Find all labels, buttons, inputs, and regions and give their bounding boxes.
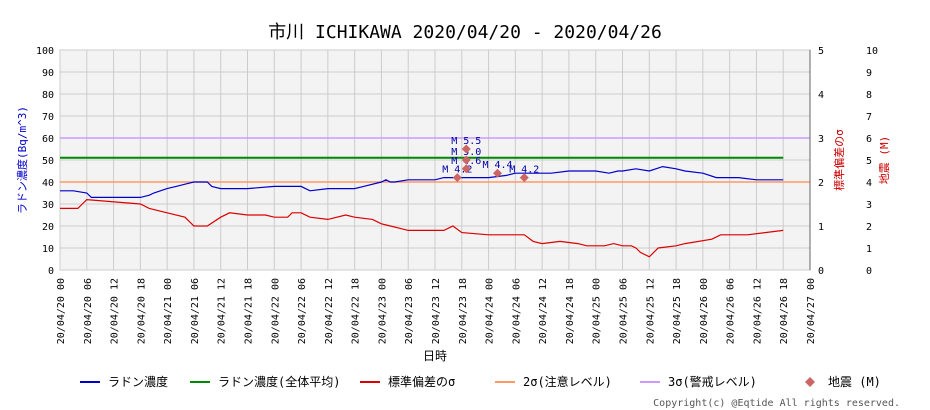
earthquake-marker (452, 173, 462, 183)
earthquake-layer: M 4.2M 4.6M 5.0M 5.5M 4.4M 4.2 (442, 136, 539, 183)
x-tick-label: 20/04/27 00 (806, 278, 817, 344)
x-tick-label: 20/04/21 18 (244, 278, 255, 344)
legend-label: 3σ(警戒レベル) (668, 374, 757, 389)
y-tick-left: 40 (42, 178, 54, 189)
x-tick-label: 20/04/25 00 (592, 278, 603, 344)
x-tick-label: 20/04/23 00 (377, 278, 388, 344)
legend-swatch (805, 377, 815, 387)
earthquake-marker (519, 173, 529, 183)
y-tick-magnitude: 10 (866, 46, 878, 57)
y-tick-sigma: 5 (818, 46, 824, 57)
x-tick-label: 20/04/20 00 (56, 278, 67, 344)
y-tick-sigma: 4 (818, 90, 824, 101)
y-tick-left: 70 (42, 112, 54, 123)
legend-label: ラドン濃度(全体平均) (218, 374, 340, 389)
copyright-text: Copyright(c) @Eqtide All rights reserved… (653, 398, 900, 409)
x-tick-label: 20/04/20 06 (83, 278, 94, 344)
y-tick-magnitude: 7 (866, 112, 872, 123)
y-tick-left: 100 (36, 46, 54, 57)
y-tick-sigma: 3 (818, 134, 824, 145)
x-axis-label: 日時 (423, 349, 447, 363)
y-tick-magnitude: 2 (866, 222, 872, 233)
left-axis-ticks: 0 10 20 30 40 50 60 70 80 90 100 (36, 46, 54, 277)
x-tick-label: 20/04/24 06 (511, 278, 522, 344)
earthquake-marker (493, 168, 502, 178)
earthquake-label: M 4.2 (442, 165, 472, 176)
earthquake-label: M 4.4 (482, 160, 512, 171)
x-tick-label: 20/04/23 06 (404, 278, 415, 344)
x-tick-label: 20/04/23 12 (431, 278, 442, 344)
x-tick-label: 20/04/22 18 (351, 278, 362, 344)
legend: ラドン濃度 ラドン濃度(全体平均) 標準偏差のσ 2σ(注意レベル) 3σ(警戒レベル)… (80, 374, 881, 389)
legend-label: 2σ(注意レベル) (523, 374, 612, 389)
x-tick-label: 20/04/21 12 (217, 278, 228, 344)
y-tick-magnitude: 4 (866, 178, 872, 189)
right-axis-magnitude-ticks: 0 1 2 3 4 5 6 7 8 9 10 (866, 46, 878, 277)
x-tick-label: 20/04/21 06 (190, 278, 201, 344)
x-tick-label: 20/04/22 12 (324, 278, 335, 344)
x-tick-label: 20/04/26 18 (779, 278, 790, 344)
x-tick-label: 20/04/24 12 (538, 278, 549, 344)
earthquake-marker (461, 144, 471, 154)
y-tick-magnitude: 0 (866, 266, 872, 277)
x-tick-label: 20/04/22 06 (297, 278, 308, 344)
earthquake-marker (461, 164, 471, 174)
x-tick-label: 20/04/23 18 (458, 278, 469, 344)
y-tick-sigma: 0 (818, 266, 824, 277)
y-tick-magnitude: 5 (866, 156, 872, 167)
legend-label: ラドン濃度 (108, 374, 168, 389)
y-tick-sigma: 2 (818, 178, 824, 189)
series-layer (60, 156, 784, 258)
earthquake-label: M 5.5 (451, 136, 481, 147)
y-tick-magnitude: 1 (866, 244, 872, 255)
y-tick-magnitude: 9 (866, 68, 872, 79)
x-tick-label: 20/04/21 00 (163, 278, 174, 344)
x-tick-label: 20/04/25 06 (619, 278, 630, 344)
y-tick-left: 0 (48, 266, 54, 277)
x-tick-label: 20/04/22 00 (270, 278, 281, 344)
x-tick-label: 20/04/24 18 (565, 278, 576, 344)
x-axis-ticks: 20/04/20 00 20/04/20 06 20/04/20 12 20/04/2… (56, 278, 817, 344)
y-tick-left: 80 (42, 90, 54, 101)
right-axis-sigma-ticks: 0 1 2 3 4 5 (809, 46, 824, 277)
chart-title: 市川 ICHIKAWA 2020/04/20 - 2020/04/26 (268, 22, 662, 43)
x-tick-label: 20/04/26 12 (752, 278, 763, 344)
y-tick-left: 60 (42, 134, 54, 145)
series-line (60, 165, 784, 198)
reference-lines (60, 137, 810, 183)
y-tick-magnitude: 8 (866, 90, 872, 101)
y-axis-label-left: ラドン濃度(Bq/m^3) (15, 106, 29, 214)
legend-label: 標準偏差のσ (388, 374, 455, 389)
earthquake-label: M 4.2 (509, 165, 539, 176)
x-tick-label: 20/04/26 06 (726, 278, 737, 344)
y-tick-magnitude: 3 (866, 200, 872, 211)
y-tick-left: 10 (42, 244, 54, 255)
y-tick-left: 30 (42, 200, 54, 211)
y-tick-left: 20 (42, 222, 54, 233)
legend-label: 地震 (M) (828, 375, 881, 389)
y-tick-magnitude: 6 (866, 134, 872, 145)
series-line (60, 198, 784, 258)
x-tick-label: 20/04/25 12 (645, 278, 656, 344)
y-tick-left: 50 (42, 156, 54, 167)
x-tick-label: 20/04/20 18 (136, 278, 147, 344)
y-axis-label-magnitude: 地震 (M) (878, 136, 891, 185)
x-tick-label: 20/04/25 18 (672, 278, 683, 344)
y-axis-label-sigma: 標準偏差のσ (832, 129, 846, 191)
x-tick-label: 20/04/26 00 (699, 278, 710, 344)
x-tick-label: 20/04/20 12 (110, 278, 121, 344)
earthquake-marker (461, 155, 471, 165)
y-tick-left: 90 (42, 68, 54, 79)
x-tick-label: 20/04/24 00 (485, 278, 496, 344)
y-tick-sigma: 1 (818, 222, 824, 233)
